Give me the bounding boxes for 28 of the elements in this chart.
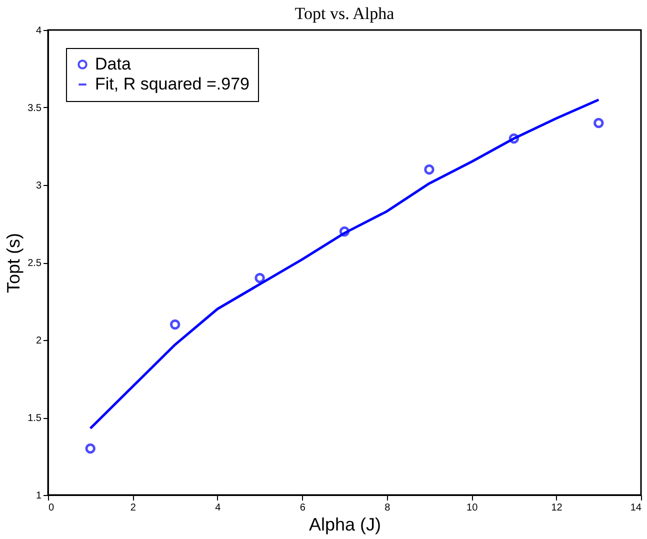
x-axis-title: Alpha (J)	[308, 514, 382, 534]
x-tick-label: 14	[630, 502, 642, 514]
x-tick-label: 8	[384, 502, 391, 514]
legend-label: Fit, R squared =.979	[95, 74, 250, 94]
y-tick-label: 1	[36, 490, 42, 502]
point	[339, 226, 350, 237]
point	[424, 164, 434, 175]
y-tick-label: 2	[36, 336, 42, 346]
x-tick-label: 6	[300, 502, 306, 514]
point	[170, 319, 180, 330]
x-tick-label: 2	[130, 502, 136, 514]
x-tick-label: 4	[215, 502, 222, 514]
x-tick-label: 0	[48, 502, 54, 514]
x-tick-label: 12	[551, 502, 563, 514]
point	[254, 272, 265, 284]
point	[508, 133, 520, 144]
legend-label: Data	[95, 54, 132, 74]
y-tick-label: 2.5	[28, 258, 42, 269]
y-tick-label: 3.5	[28, 103, 42, 114]
point	[594, 118, 604, 128]
point	[85, 443, 96, 454]
y-tick-label: 3	[36, 180, 42, 192]
y-tick-label: 1.5	[28, 413, 42, 424]
chart-title: Topt vs. Alpha	[294, 4, 395, 23]
y-tick-label: 4	[36, 26, 42, 36]
line-series	[89, 98, 600, 430]
x-tick-label: 10	[466, 502, 478, 514]
y-axis-title: Topt (s)	[4, 232, 24, 294]
